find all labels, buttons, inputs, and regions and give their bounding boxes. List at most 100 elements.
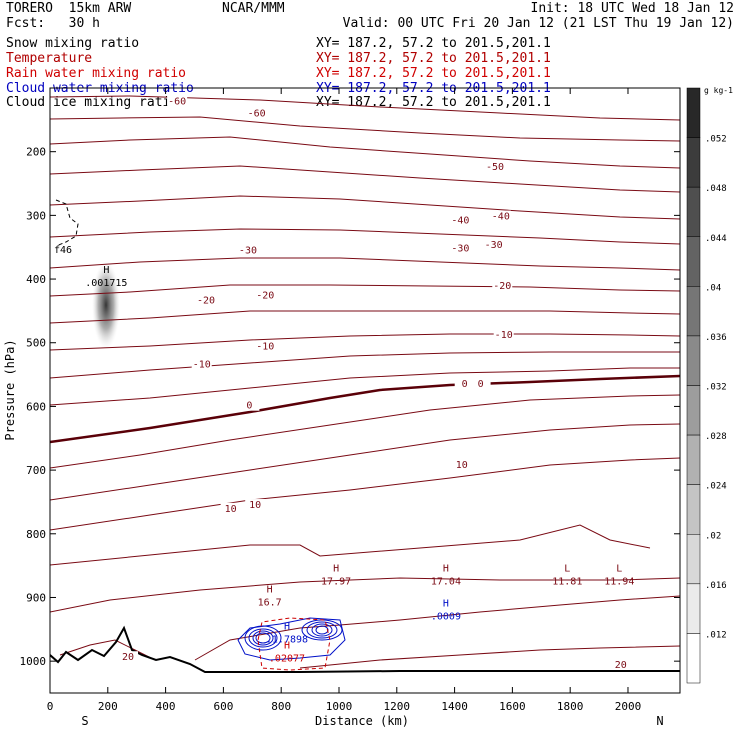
forecast-hour: Fcst: 30 h <box>6 16 100 31</box>
colorbar-swatch-6 <box>686 385 701 436</box>
temperature-contour-18 <box>299 645 680 669</box>
temperature-label-17: 10 <box>225 504 237 515</box>
valid-time: Valid: 00 UTC Fri 20 Jan 12 (21 LST Thu … <box>342 16 734 31</box>
xy-temperature: XY= 187.2, 57.2 to 201.5,201.1 <box>316 51 551 66</box>
colorbar-swatch-2 <box>686 186 701 238</box>
x-tick-label-9: 1800 <box>557 700 584 713</box>
temperature-label-14: 0 <box>246 401 252 412</box>
extremum-value-6: .1.7898 <box>266 635 308 646</box>
snow-shading <box>92 261 120 349</box>
extremum-kind-5: H <box>443 599 449 610</box>
cloud-ice-contour <box>55 199 79 247</box>
colorbar-swatch-3 <box>686 236 701 287</box>
extremum-kind-7: H <box>284 641 290 652</box>
temperature-label-4: -40 <box>492 212 510 223</box>
temperature-label-18: 10 <box>249 500 261 511</box>
temperature-label-bg-2 <box>485 160 506 172</box>
y-tick-label-6: 700 <box>26 464 46 477</box>
x-tick-label-3: 600 <box>213 700 233 713</box>
x-tick-label-1: 200 <box>98 700 118 713</box>
temperature-label-bg-14 <box>239 399 260 411</box>
colorbar-tick-label-8: .02 <box>705 531 721 541</box>
x-end-label-south: S <box>81 714 88 728</box>
temperature-label-20: 20 <box>122 652 134 663</box>
extremum-value-7: .02077 <box>269 654 305 665</box>
temperature-label-6: -30 <box>451 243 469 254</box>
y-tick-label-7: 800 <box>26 528 46 541</box>
temperature-label-bg-17 <box>220 502 241 514</box>
cloud-water-contour-n-2 <box>311 623 333 637</box>
x-tick-label-2: 400 <box>156 700 176 713</box>
xy-snow: XY= 187.2, 57.2 to 201.5,201.1 <box>316 36 551 51</box>
x-axis-title: Distance (km) <box>315 714 409 728</box>
temperature-label-5: -30 <box>239 245 257 256</box>
extremum-value-0: 16.7 <box>258 598 282 609</box>
rain-contour <box>257 617 331 671</box>
temperature-label-19: 10 <box>456 460 468 471</box>
colorbar-swatch-4 <box>686 286 701 337</box>
cloud-water-contour-1 <box>248 628 278 648</box>
temperature-label-13: -10 <box>495 330 513 341</box>
temperature-contour-0 <box>50 95 680 121</box>
temperature-contour-12 <box>50 394 680 469</box>
x-tick-label-0: 0 <box>47 700 54 713</box>
extremum-value-4: 11.94 <box>604 577 634 588</box>
temperature-label-bg-13 <box>493 329 514 341</box>
x-tick-label-8: 1600 <box>499 700 526 713</box>
temperature-contour-1 <box>50 116 680 142</box>
y-tick-label-4: 500 <box>26 337 46 350</box>
temperature-label-bg-7 <box>483 239 504 251</box>
extremum-kind-3: L <box>564 564 570 575</box>
colorbar-swatch-5 <box>686 335 701 386</box>
temperature-contour-10 <box>50 351 680 379</box>
extremum-kind-1: H <box>333 564 339 575</box>
temperature-label-8: -20 <box>197 296 215 307</box>
colorbar-tick-label-6: .028 <box>705 432 727 442</box>
cloud-water-outline <box>237 617 346 661</box>
temperature-contour-14 <box>50 457 680 531</box>
temperature-contour-7 <box>50 284 680 297</box>
extremum-value-9: f46 <box>54 245 72 256</box>
colorbar-swatch-1 <box>686 137 701 188</box>
extremum-value-5: .0009 <box>431 612 461 623</box>
init-time: Init: 18 UTC Wed 18 Jan 12 <box>530 1 735 16</box>
extremum-value-1: 17.97 <box>321 577 351 588</box>
temperature-contour-16 <box>50 577 680 613</box>
temperature-label-1: -60 <box>248 108 266 119</box>
colorbar-swatch-0 <box>686 87 701 138</box>
temperature-label-bg-18 <box>245 499 266 511</box>
extremum-value-8: .001715 <box>85 278 127 289</box>
x-tick-label-4: 800 <box>271 700 291 713</box>
y-tick-label-3: 400 <box>26 273 46 286</box>
y-axis-title: Pressure (hPa) <box>3 339 17 440</box>
colorbar-tick-label-7: .024 <box>705 482 727 492</box>
temperature-label-bg-8 <box>196 294 217 306</box>
field-rain: Rain water mixing ratio <box>6 66 187 81</box>
temperature-contour-13 <box>50 423 680 501</box>
temperature-contour-5 <box>50 228 680 245</box>
colorbar-swatch-10 <box>686 583 701 634</box>
temperature-label-bg-16 <box>470 378 491 390</box>
field-temperature: Temperature <box>6 51 93 66</box>
colorbar-tick-label-2: .044 <box>705 234 727 244</box>
colorbar-swatch-7 <box>686 434 701 485</box>
temperature-label-bg-1 <box>246 107 267 119</box>
extremum-kind-6: H <box>284 622 290 633</box>
colorbar-tick-label-9: .016 <box>705 581 727 591</box>
temperature-label-bg-21 <box>610 658 631 670</box>
center-label: NCAR/MMM <box>222 1 285 16</box>
colorbar-tick-label-10: .012 <box>705 630 727 640</box>
temperature-label-bg-12 <box>255 340 276 352</box>
extremum-value-3: 11.81 <box>552 577 582 588</box>
temperature-label-bg-20 <box>118 651 139 663</box>
cloud-water-contour-n-3 <box>315 625 329 635</box>
temperature-label-bg-19 <box>451 458 472 470</box>
x-tick-label-6: 1200 <box>384 700 411 713</box>
colorbar-tick-label-0: .052 <box>705 135 727 145</box>
colorbar-swatch-11 <box>686 633 701 684</box>
temperature-contour-11 <box>50 367 680 406</box>
temperature-label-10: -20 <box>493 281 511 292</box>
extremum-kind-2: H <box>443 564 449 575</box>
colorbar-swatch-9 <box>686 534 701 585</box>
temperature-label-3: -40 <box>451 215 469 226</box>
